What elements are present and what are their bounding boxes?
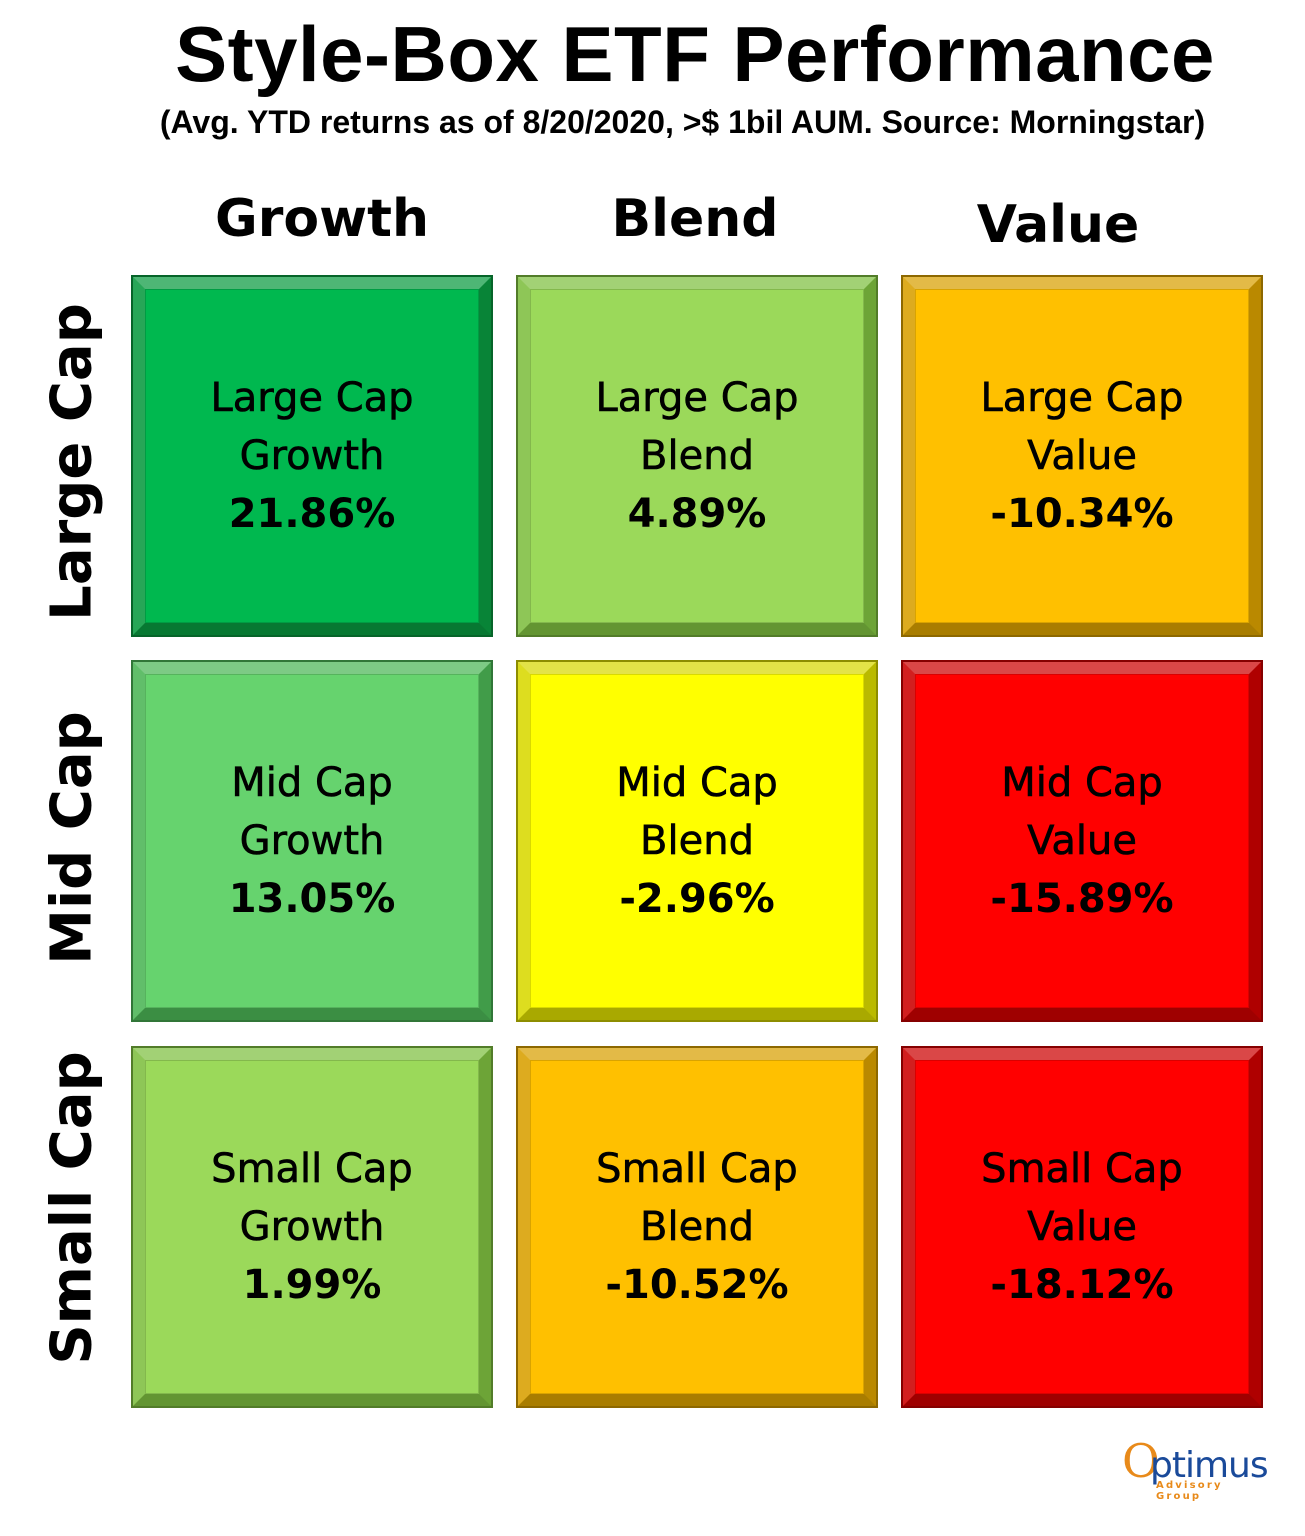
cell-style-label: Growth <box>239 818 385 865</box>
cell-bevel <box>479 277 491 635</box>
column-header-growth: Growth <box>215 189 429 249</box>
logo-letter: O <box>1122 1434 1160 1488</box>
cell-return-value: -15.89% <box>990 876 1174 922</box>
style-box-cell: Mid Cap Blend -2.96% <box>516 660 878 1022</box>
cell-bevel <box>518 1394 876 1406</box>
style-box-cell: Large Cap Growth 21.86% <box>131 275 493 637</box>
cell-bevel <box>133 662 491 674</box>
cell-bevel <box>518 1048 530 1406</box>
cell-style-label: Growth <box>239 433 385 480</box>
cell-return-value: 4.89% <box>627 491 767 537</box>
cell-size-label: Small Cap <box>596 1146 798 1193</box>
cell-bevel <box>903 662 1261 674</box>
cell-return-value: -10.34% <box>990 491 1174 537</box>
cell-size-label: Mid Cap <box>1001 760 1163 807</box>
cell-bevel <box>903 277 1261 289</box>
cell-size-label: Small Cap <box>981 1146 1183 1193</box>
cell-bevel <box>518 1048 876 1060</box>
style-box-cell: Small Cap Blend -10.52% <box>516 1046 878 1408</box>
cell-return-value: 21.86% <box>228 491 396 537</box>
cell-size-label: Large Cap <box>980 375 1184 422</box>
row-header-large-cap: Large Cap <box>22 282 122 642</box>
column-header-value: Value <box>976 195 1140 255</box>
row-header-small-cap: Small Cap <box>22 1028 122 1388</box>
cell-face: Large Cap Growth 21.86% <box>145 289 479 623</box>
cell-style-label: Blend <box>640 818 755 865</box>
cell-bevel <box>133 623 491 635</box>
chart-subtitle: (Avg. YTD returns as of 8/20/2020, >$ 1b… <box>159 104 1206 140</box>
logo-tagline: Advisory Group <box>1156 1480 1223 1502</box>
cell-size-label: Mid Cap <box>616 760 778 807</box>
column-header-blend: Blend <box>611 189 779 249</box>
row-header-mid-cap: Mid Cap <box>22 658 122 1018</box>
cell-return-value: 13.05% <box>228 876 396 922</box>
cell-bevel <box>518 277 530 635</box>
optimus-logo: O ptimus Advisory Group <box>1122 1434 1272 1502</box>
cell-bevel <box>903 662 915 1020</box>
cell-return-value: -18.12% <box>990 1262 1174 1308</box>
cell-bevel <box>903 1048 1261 1060</box>
row-header-label: Mid Cap <box>39 711 105 965</box>
style-box-cell: Small Cap Growth 1.99% <box>131 1046 493 1408</box>
cell-bevel <box>518 662 876 674</box>
row-header-label: Small Cap <box>39 1051 105 1365</box>
cell-face: Small Cap Blend -10.52% <box>530 1060 864 1394</box>
chart-title: Style-Box ETF Performance <box>175 10 1215 98</box>
style-box-cell: Small Cap Value -18.12% <box>901 1046 1263 1408</box>
cell-face: Small Cap Growth 1.99% <box>145 1060 479 1394</box>
cell-bevel <box>903 277 915 635</box>
cell-bevel <box>903 1394 1261 1406</box>
style-box-cell: Large Cap Blend 4.89% <box>516 275 878 637</box>
cell-bevel <box>1249 277 1261 635</box>
cell-bevel <box>479 1048 491 1406</box>
cell-size-label: Large Cap <box>210 375 414 422</box>
cell-bevel <box>903 1008 1261 1020</box>
cell-face: Mid Cap Value -15.89% <box>915 674 1249 1008</box>
cell-style-label: Value <box>1027 1204 1137 1251</box>
cell-bevel <box>1249 662 1261 1020</box>
cell-size-label: Mid Cap <box>231 760 393 807</box>
cell-bevel <box>133 277 145 635</box>
cell-return-value: -2.96% <box>619 876 775 922</box>
cell-face: Mid Cap Growth 13.05% <box>145 674 479 1008</box>
cell-bevel <box>133 1048 491 1060</box>
cell-size-label: Small Cap <box>211 1146 413 1193</box>
cell-style-label: Blend <box>640 433 755 480</box>
cell-face: Large Cap Blend 4.89% <box>530 289 864 623</box>
cell-bevel <box>518 1008 876 1020</box>
cell-bevel <box>518 277 876 289</box>
row-header-label: Large Cap <box>39 303 105 621</box>
cell-bevel <box>903 1048 915 1406</box>
style-box-cell: Mid Cap Growth 13.05% <box>131 660 493 1022</box>
cell-face: Small Cap Value -18.12% <box>915 1060 1249 1394</box>
cell-bevel <box>864 277 876 635</box>
logo-wordmark: ptimus <box>1150 1445 1269 1486</box>
cell-bevel <box>518 623 876 635</box>
style-box-cell: Large Cap Value -10.34% <box>901 275 1263 637</box>
cell-bevel <box>133 1048 145 1406</box>
cell-bevel <box>133 1008 491 1020</box>
cell-bevel <box>864 662 876 1020</box>
cell-return-value: 1.99% <box>242 1262 382 1308</box>
style-box-cell: Mid Cap Value -15.89% <box>901 660 1263 1022</box>
cell-bevel <box>133 1394 491 1406</box>
cell-return-value: -10.52% <box>605 1262 789 1308</box>
cell-style-label: Blend <box>640 1204 755 1251</box>
cell-face: Large Cap Value -10.34% <box>915 289 1249 623</box>
cell-style-label: Value <box>1027 433 1137 480</box>
cell-bevel <box>518 662 530 1020</box>
cell-bevel <box>133 277 491 289</box>
cell-face: Mid Cap Blend -2.96% <box>530 674 864 1008</box>
cell-bevel <box>133 662 145 1020</box>
cell-bevel <box>1249 1048 1261 1406</box>
cell-style-label: Growth <box>239 1204 385 1251</box>
cell-style-label: Value <box>1027 818 1137 865</box>
cell-bevel <box>864 1048 876 1406</box>
cell-size-label: Large Cap <box>595 375 799 422</box>
cell-bevel <box>479 662 491 1020</box>
cell-bevel <box>903 623 1261 635</box>
